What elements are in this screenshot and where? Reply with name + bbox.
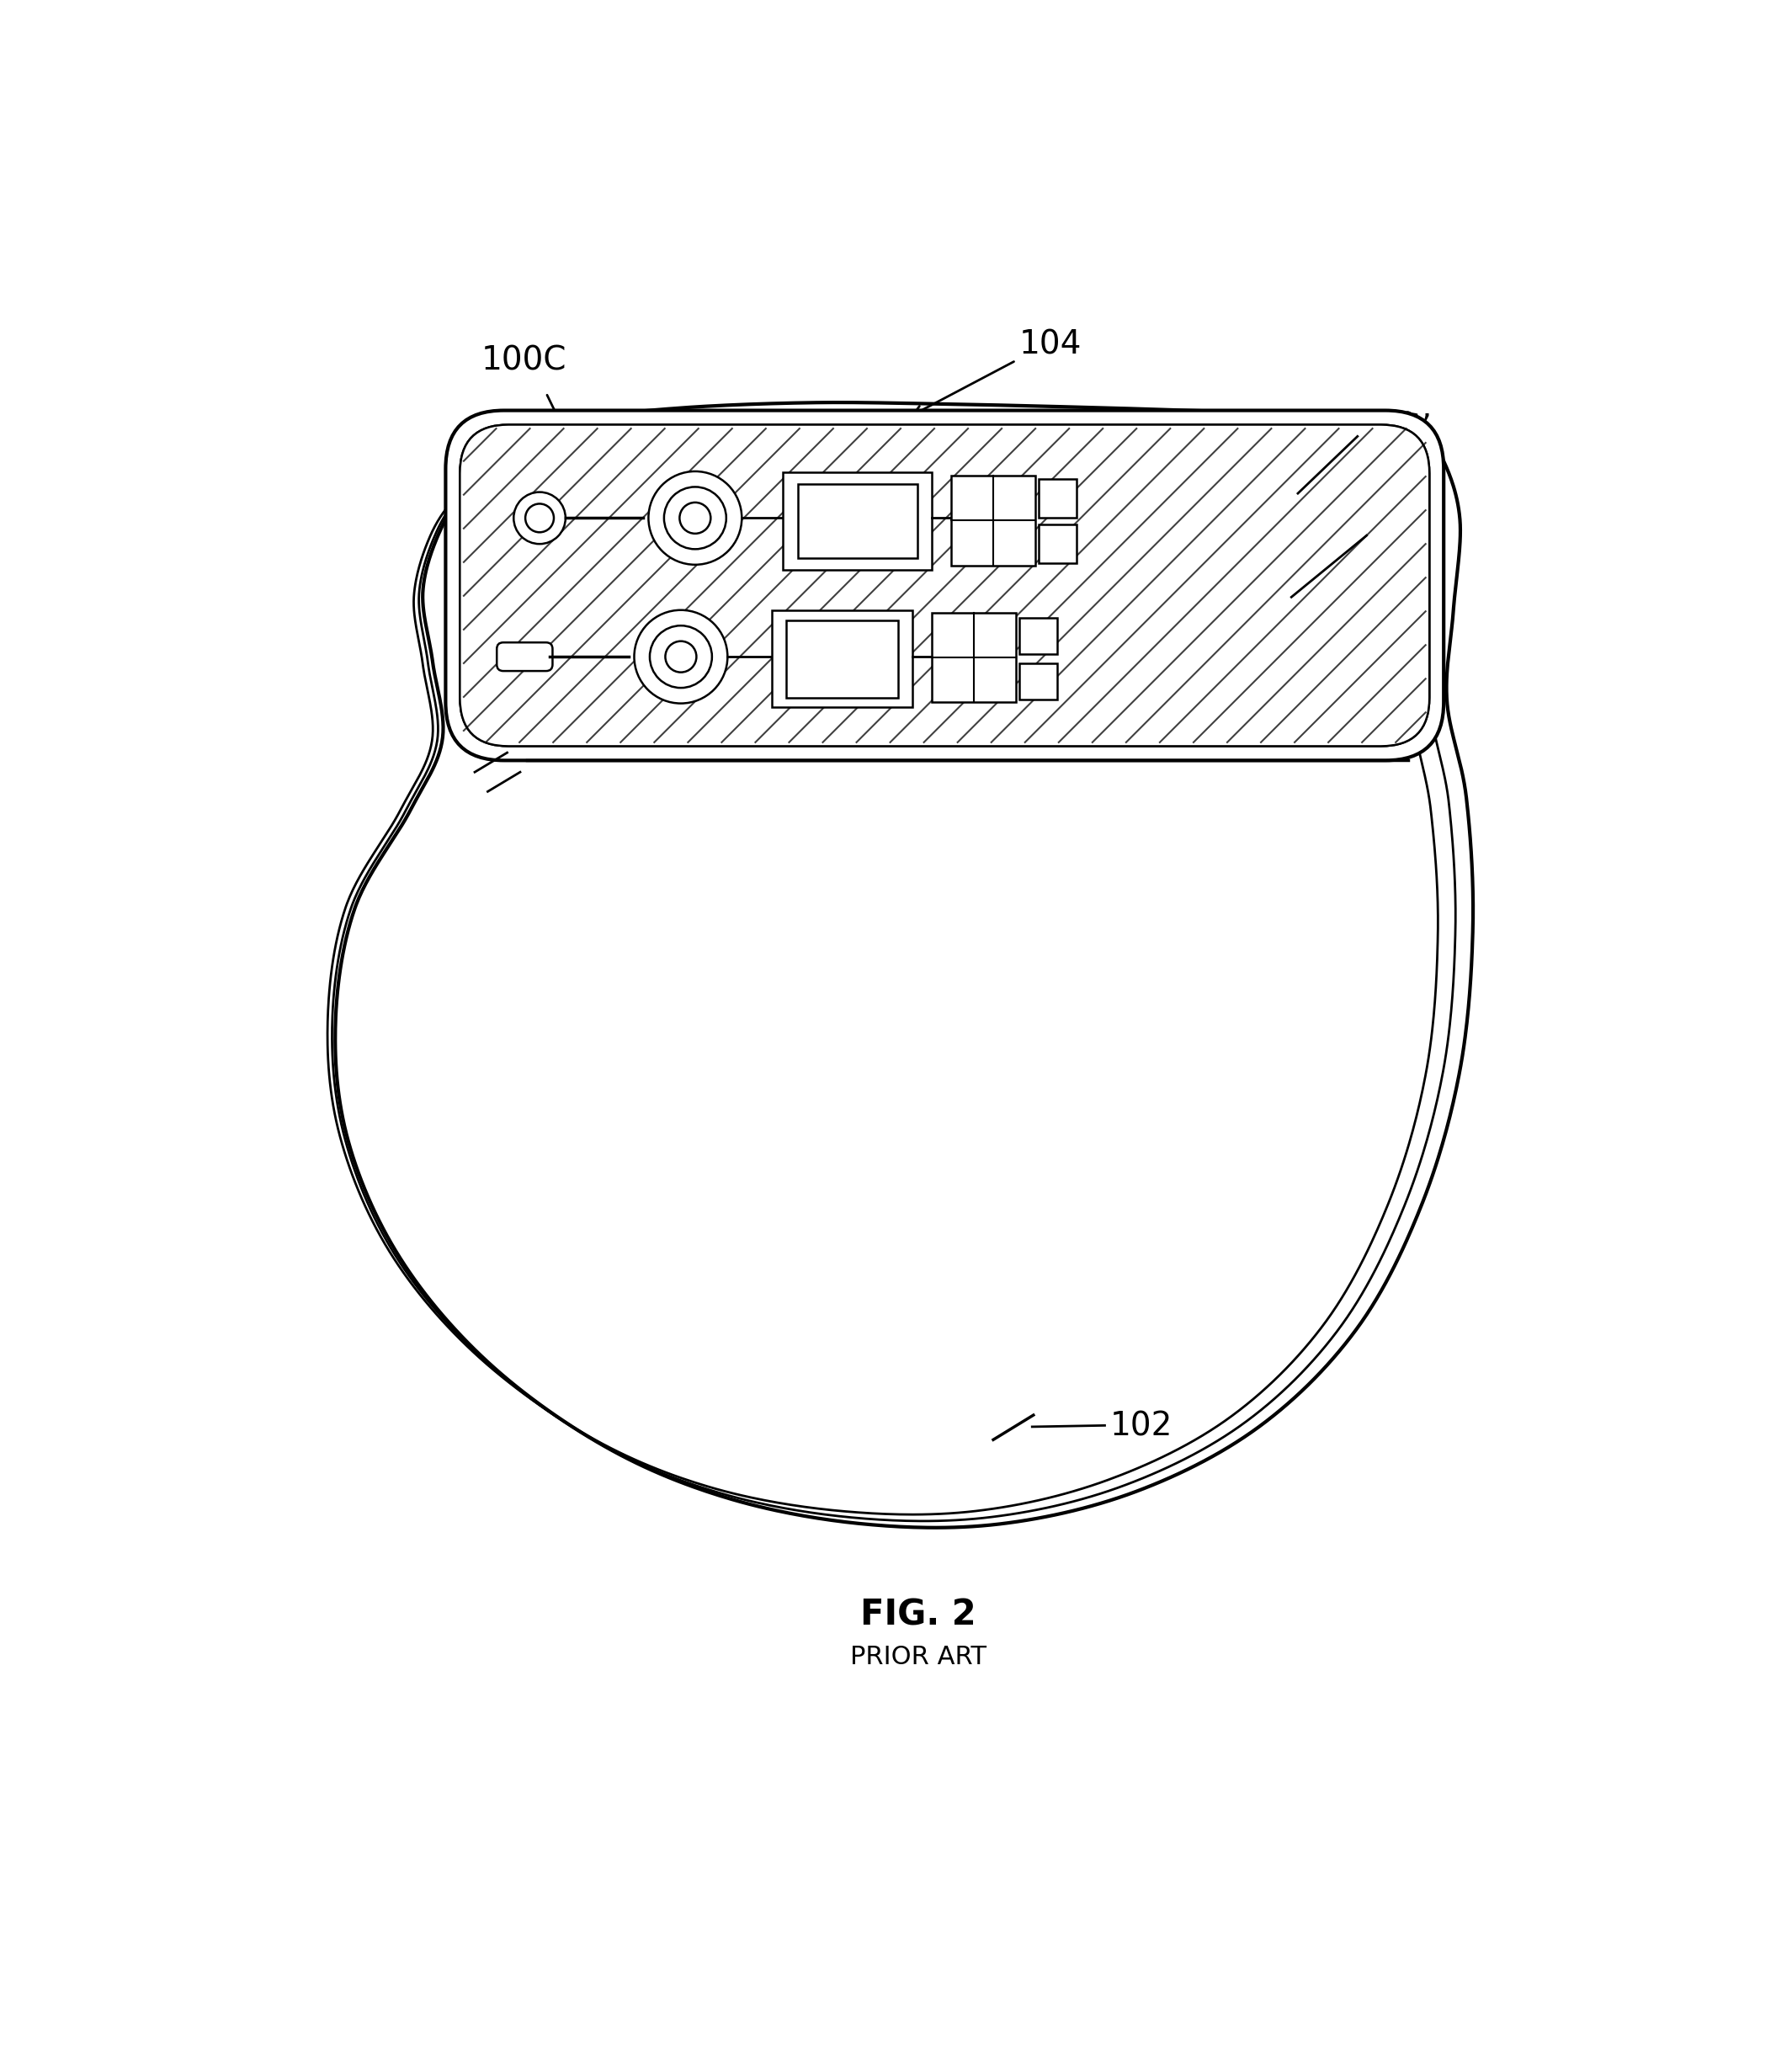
Circle shape (665, 640, 697, 673)
Bar (772, 609, 912, 708)
FancyBboxPatch shape (496, 642, 552, 671)
Text: 116’: 116’ (1360, 412, 1432, 445)
Bar (1020, 663, 1057, 700)
Bar (1020, 618, 1057, 655)
Bar (952, 476, 1036, 566)
Circle shape (650, 626, 711, 688)
Circle shape (525, 504, 554, 533)
Circle shape (665, 486, 726, 550)
Circle shape (679, 502, 711, 533)
Bar (1039, 525, 1077, 564)
FancyBboxPatch shape (461, 424, 1430, 745)
Circle shape (514, 492, 566, 544)
Circle shape (649, 472, 742, 564)
Text: FIG. 2: FIG. 2 (860, 1598, 977, 1633)
Text: 100C: 100C (482, 344, 566, 377)
Polygon shape (328, 422, 1437, 1515)
Text: 104: 104 (1020, 327, 1082, 360)
Circle shape (634, 609, 728, 704)
Text: PRIOR ART: PRIOR ART (849, 1645, 987, 1670)
Text: 102: 102 (1109, 1410, 1172, 1443)
FancyBboxPatch shape (446, 410, 1444, 760)
Bar (797, 484, 918, 558)
Bar (787, 620, 898, 698)
Bar (932, 614, 1016, 702)
Bar (783, 474, 932, 570)
Text: 116: 116 (1369, 511, 1432, 542)
Bar (1039, 480, 1077, 519)
